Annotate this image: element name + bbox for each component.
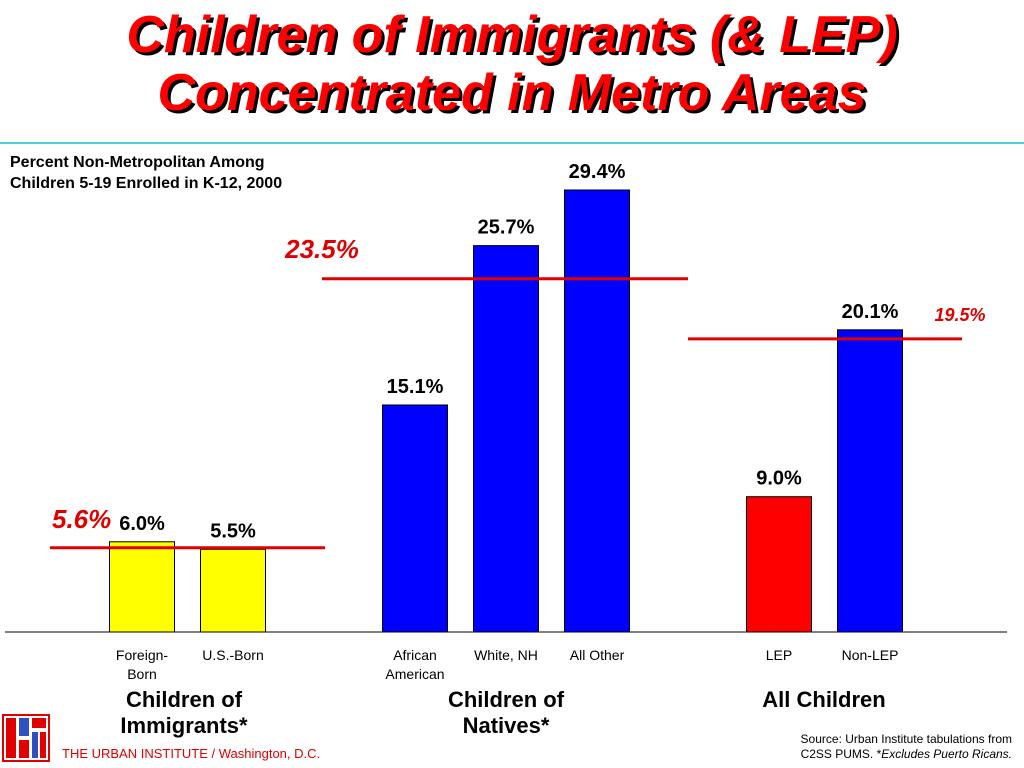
category-label: African xyxy=(393,647,437,663)
title-divider xyxy=(0,142,1024,144)
source-footnote: Excludes Puerto Ricans. xyxy=(881,747,1012,761)
title-line-1: Children of Immigrants (& LEP) xyxy=(126,6,898,64)
bar-0-0 xyxy=(109,541,175,633)
category-label: Born xyxy=(127,666,157,682)
source-note: Source: Urban Institute tabulations from… xyxy=(692,732,1012,762)
bar-2-1 xyxy=(837,329,903,633)
bar-1-1 xyxy=(473,245,539,633)
data-label: 20.1% xyxy=(842,301,899,323)
category-label: American xyxy=(385,666,444,682)
group-label: Children of xyxy=(448,687,565,712)
source-line-2a: C2SS PUMS. * xyxy=(800,747,882,761)
group-label: Children of xyxy=(126,687,243,712)
bar-2-0 xyxy=(746,496,812,633)
data-label: 9.0% xyxy=(756,468,802,490)
group-label: Immigrants* xyxy=(120,713,248,738)
category-label: U.S.-Born xyxy=(202,647,263,663)
data-label: 15.1% xyxy=(387,376,444,398)
category-label: White, NH xyxy=(474,647,538,663)
source-line-1: Source: Urban Institute tabulations from xyxy=(800,732,1012,746)
average-label: 19.5% xyxy=(934,305,985,325)
data-label: 25.7% xyxy=(478,217,535,239)
chart-subtitle: Percent Non-Metropolitan Among Children … xyxy=(10,152,370,194)
subtitle-line-1: Percent Non-Metropolitan Among xyxy=(10,154,265,171)
subtitle-line-2: Children 5-19 Enrolled in K-12, 2000 xyxy=(10,175,283,192)
data-label: 6.0% xyxy=(119,513,165,535)
category-label: Foreign- xyxy=(116,647,168,663)
average-label: 5.6% xyxy=(52,504,111,534)
data-label: 29.4% xyxy=(569,161,626,183)
footer-org: THE URBAN INSTITUTE / Washington, D.C. xyxy=(62,746,321,761)
average-label: 23.5% xyxy=(284,234,359,264)
group-label: Natives* xyxy=(463,713,550,738)
category-label: LEP xyxy=(766,647,792,663)
bar-0-1 xyxy=(200,548,266,633)
title-line-2: Concentrated in Metro Areas xyxy=(157,64,867,122)
category-label: All Other xyxy=(570,647,625,663)
category-label: Non-LEP xyxy=(842,647,899,663)
slide-title: Children of Immigrants (& LEP) Concentra… xyxy=(0,6,1024,122)
group-label: All Children xyxy=(762,687,885,712)
bar-1-0 xyxy=(382,404,448,633)
bar-1-2 xyxy=(564,189,630,633)
urban-institute-logo xyxy=(2,714,50,762)
data-label: 5.5% xyxy=(210,520,256,542)
source-line-2: C2SS PUMS. *Excludes Puerto Ricans. xyxy=(692,747,1012,762)
